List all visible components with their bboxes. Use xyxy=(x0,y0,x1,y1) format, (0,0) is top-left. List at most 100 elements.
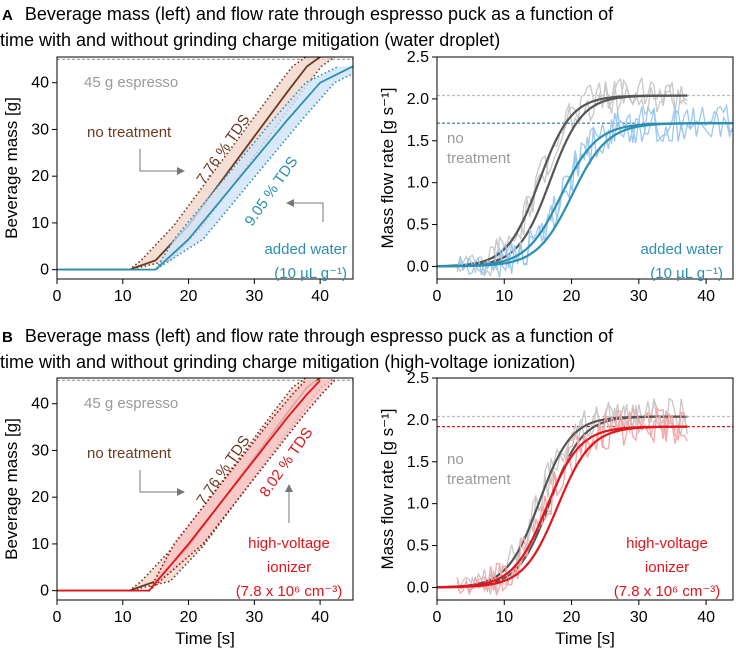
b-mass-plot-area xyxy=(57,378,353,592)
a-flow-annot-treat1: added water xyxy=(640,241,723,258)
panel-a-tag: A xyxy=(2,7,13,24)
b-mass-ylabel: Beverage mass [g] xyxy=(2,418,21,560)
a-mass-annot-treat1: added water xyxy=(264,241,347,258)
a-mass-band-0 xyxy=(57,57,335,270)
a-mass-ytick-label-30: 30 xyxy=(31,121,49,138)
a-mass-ytick-label-0: 0 xyxy=(40,262,49,279)
b-mass-arrow-no-treatment xyxy=(139,470,179,493)
a-flow-annot-no-treatment-1: no xyxy=(447,130,464,147)
b-flow-ytick-label-1.5: 1.5 xyxy=(407,454,429,471)
a-flow-fit-1-1 xyxy=(437,122,733,268)
b-flow-annot-treat1: high-voltage xyxy=(626,535,708,552)
b-flow-ytick-label-0: 0.0 xyxy=(407,579,429,596)
a-flow-ylabel: Mass flow rate [g s⁻¹] xyxy=(378,87,397,248)
a-flow-raw-trace-1-1 xyxy=(456,103,733,276)
panel-b-title-line1: Beverage mass (left) and flow rate throu… xyxy=(24,326,614,346)
b-flow-ylabel: Mass flow rate [g s⁻¹] xyxy=(378,408,397,569)
a-flow-ytick-label-2: 2.0 xyxy=(407,91,429,108)
b-mass-annot-treat1: high-voltage xyxy=(248,535,330,552)
panel-a-title-line1: Beverage mass (left) and flow rate throu… xyxy=(24,4,614,24)
a-flow-annot-treat2: (10 µL g⁻¹) xyxy=(650,265,723,282)
a-mass-reference-label: 45 g espresso xyxy=(84,74,178,91)
panel-b-title-line2: time with and without grinding charge mi… xyxy=(0,352,576,372)
a-mass-ytick-label-40: 40 xyxy=(31,75,49,92)
a-mass-xtick-label-10: 10 xyxy=(114,288,132,305)
b-flow-xtick-label-40: 40 xyxy=(697,609,715,626)
a-mass-band-1 xyxy=(57,66,353,270)
a-flow-frame xyxy=(436,56,734,280)
a-flow-xtick-label-10: 10 xyxy=(495,288,513,305)
b-mass-arrowhead-no-treatment xyxy=(177,488,185,496)
a-mass-xtick-label-20: 20 xyxy=(180,288,198,305)
b-flow-plot-area xyxy=(437,397,733,597)
b-mass-xlabel: Time [s] xyxy=(175,629,235,648)
b-mass-band-upper-0 xyxy=(57,378,307,592)
a-flow-xtick-label-40: 40 xyxy=(697,288,715,305)
a-flow-xtick-label-30: 30 xyxy=(630,288,648,305)
a-mass-annot-treat2: (10 µL g⁻¹) xyxy=(274,265,347,282)
b-mass-xtick-label-0: 0 xyxy=(53,609,62,626)
a-mass-frame xyxy=(56,56,354,280)
a-mass-ylabel: Beverage mass [g] xyxy=(2,97,21,239)
b-flow-xtick-label-10: 10 xyxy=(495,609,513,626)
b-mass-ytick-label-40: 40 xyxy=(31,396,49,413)
b-mass-annot-no-treatment: no treatment xyxy=(87,445,172,462)
b-mass-ytick-label-20: 20 xyxy=(31,489,49,506)
b-mass-xtick-label-40: 40 xyxy=(311,609,329,626)
b-flow-ytick-label-2.5: 2.5 xyxy=(407,370,429,387)
b-mass-band-lower-1 xyxy=(57,379,336,592)
b-flow-xlabel: Time [s] xyxy=(555,629,615,648)
a-mass-arrow-no-treatment xyxy=(139,149,179,172)
a-mass-annot-no-treatment: no treatment xyxy=(87,124,172,141)
b-flow-annot-treat3: (7.8 x 10⁶ cm⁻³) xyxy=(614,583,721,600)
a-flow-ytick-label-2.5: 2.5 xyxy=(407,49,429,66)
b-flow-ytick-label-0.5: 0.5 xyxy=(407,538,429,555)
b-mass-annot-treat2: ionizer xyxy=(267,559,311,576)
a-mass-xtick-label-0: 0 xyxy=(53,288,62,305)
a-flow-xtick-label-20: 20 xyxy=(563,288,581,305)
b-mass-reference-label: 45 g espresso xyxy=(84,395,178,412)
b-flow-frame xyxy=(436,377,734,601)
panel-a-title-line2: time with and without grinding charge mi… xyxy=(0,30,501,50)
a-mass-band-upper-1 xyxy=(57,65,339,271)
b-mass-ytick-label-10: 10 xyxy=(31,536,49,553)
b-flow-annot-no-treatment-1: no xyxy=(447,451,464,468)
b-flow-annot-no-treatment-2: treatment xyxy=(447,471,511,488)
b-mass-xtick-label-20: 20 xyxy=(180,609,198,626)
a-mass-arrowhead-no-treatment xyxy=(177,167,185,175)
a-flow-ytick-label-1.5: 1.5 xyxy=(407,133,429,150)
a-mass-band-lower-1 xyxy=(57,72,353,271)
a-flow-ytick-label-1: 1.0 xyxy=(407,175,429,192)
b-mass-series-1 xyxy=(57,379,321,592)
b-flow-ytick-label-1: 1.0 xyxy=(407,496,429,513)
a-flow-ytick-label-0.5: 0.5 xyxy=(407,217,429,234)
b-mass-arrowhead-treatment xyxy=(285,484,293,492)
b-mass-ytick-label-0: 0 xyxy=(40,583,49,600)
a-mass-xtick-label-30: 30 xyxy=(245,288,263,305)
panel-b-tag: B xyxy=(2,329,13,346)
a-mass-arrow-treatment xyxy=(293,202,324,222)
b-flow-xtick-label-30: 30 xyxy=(630,609,648,626)
panel-b-title: B Beverage mass (left) and flow rate thro… xyxy=(0,324,613,374)
a-mass-xtick-label-40: 40 xyxy=(311,288,329,305)
b-mass-xtick-label-30: 30 xyxy=(245,609,263,626)
b-flow-fit-1-1 xyxy=(437,425,688,589)
b-flow-xtick-label-20: 20 xyxy=(563,609,581,626)
b-mass-frame xyxy=(56,377,354,601)
a-flow-ytick-label-0: 0.0 xyxy=(407,258,429,275)
b-flow-raw-trace-1-1 xyxy=(456,410,688,597)
b-mass-annot-treat3: (7.8 x 10⁶ cm⁻³) xyxy=(236,583,343,600)
panel-a-title: A Beverage mass (left) and flow rate thro… xyxy=(0,2,613,52)
a-mass-ytick-label-20: 20 xyxy=(31,168,49,185)
b-mass-band-1 xyxy=(57,380,335,591)
b-flow-ytick-label-2: 2.0 xyxy=(407,412,429,429)
b-mass-band-upper-1 xyxy=(57,379,307,592)
a-mass-band-upper-0 xyxy=(57,57,307,271)
a-flow-plot-area xyxy=(437,77,733,278)
a-mass-series-1 xyxy=(57,65,353,271)
a-mass-plot-area xyxy=(57,57,353,271)
a-flow-xtick-label-0: 0 xyxy=(433,288,442,305)
b-flow-annot-treat2: ionizer xyxy=(645,559,689,576)
a-mass-ytick-label-10: 10 xyxy=(31,215,49,232)
